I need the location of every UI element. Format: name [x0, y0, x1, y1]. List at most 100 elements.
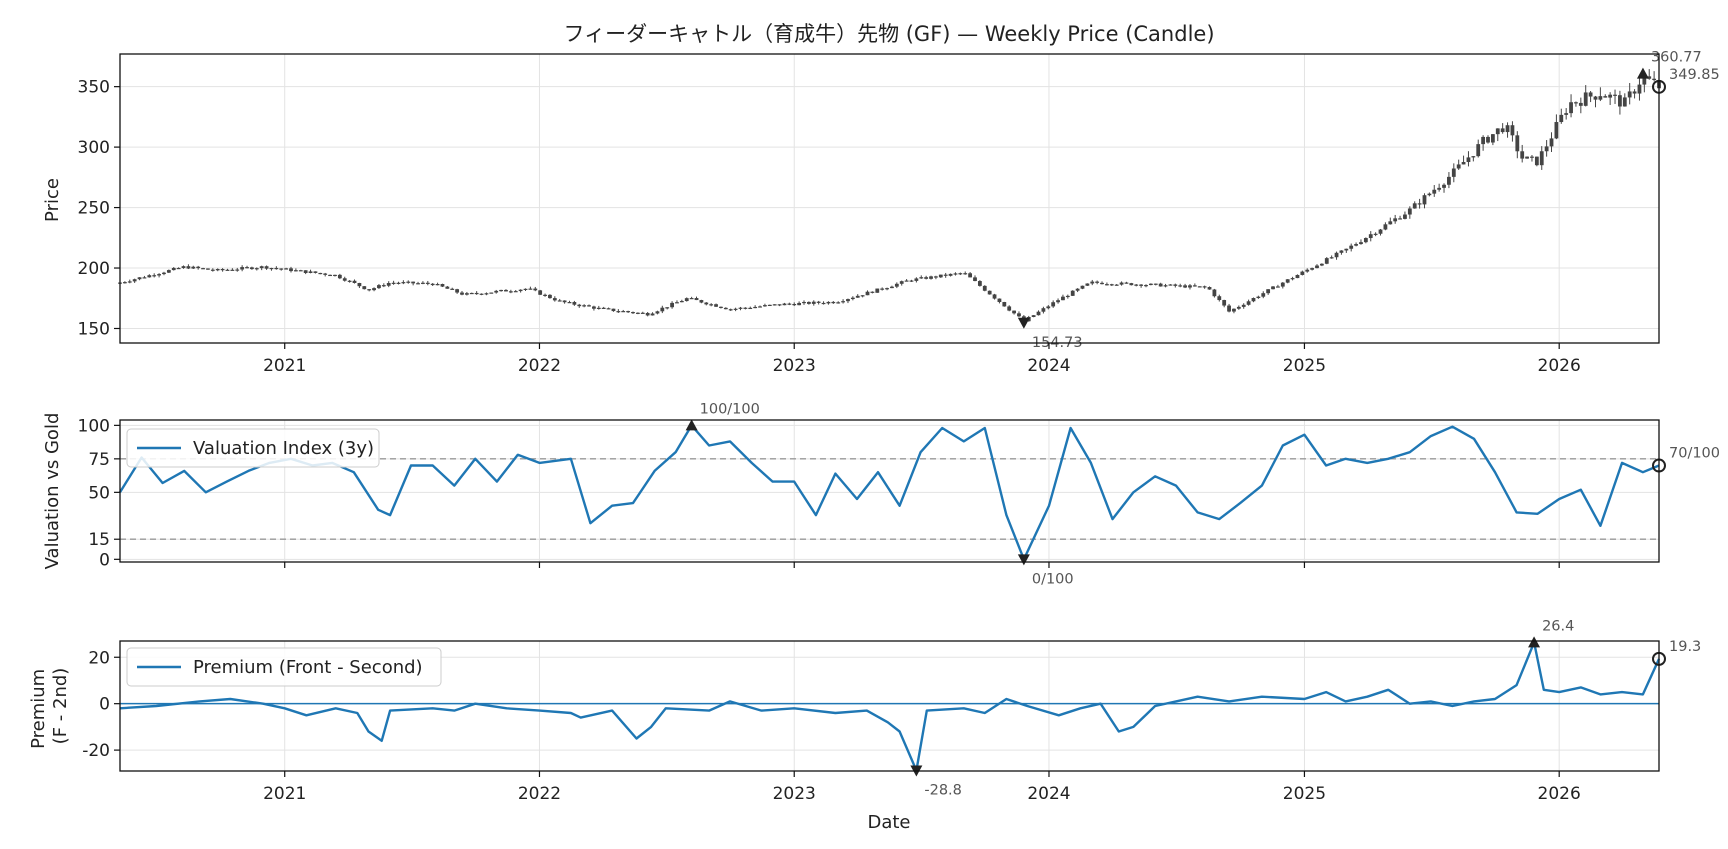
price-candle — [699, 299, 704, 304]
price-candle — [1447, 172, 1451, 189]
price-candle — [1422, 193, 1427, 209]
price-candle — [1065, 294, 1070, 299]
min-marker — [1017, 317, 1030, 329]
premium-y-label-line2: (F - 2nd) — [50, 668, 71, 745]
price-candle — [1481, 135, 1486, 151]
price-candle — [855, 294, 860, 298]
price-candle — [787, 302, 792, 306]
price-candle — [1134, 283, 1139, 287]
price-candle — [1056, 298, 1060, 304]
price-candle — [1471, 156, 1476, 162]
price-candle — [191, 265, 196, 270]
price-candle — [1261, 291, 1266, 299]
price-candle — [347, 280, 352, 283]
price-candle — [943, 272, 948, 278]
price-candle — [772, 304, 777, 306]
price-candle — [196, 265, 201, 270]
price-candle — [528, 286, 533, 290]
price-candle — [171, 267, 176, 271]
price-candle — [631, 311, 635, 315]
premium-legend: Premium (Front - Second) — [126, 647, 442, 687]
price-candle — [1549, 132, 1554, 153]
price-candle — [635, 312, 640, 315]
price-candle — [1554, 114, 1559, 140]
premium-legend-label: Premium (Front - Second) — [193, 657, 423, 678]
price-candle — [425, 280, 430, 286]
price-candle — [777, 304, 782, 307]
price-candle — [1520, 144, 1525, 163]
price-candle — [552, 296, 557, 302]
price-candle — [206, 268, 210, 270]
price-candle — [987, 290, 992, 295]
price-axes-frame — [119, 53, 1660, 344]
price-candle — [1285, 279, 1290, 284]
price-candle — [885, 287, 889, 291]
price-candle — [499, 289, 503, 292]
price-candle — [1359, 239, 1363, 245]
x-tick-label: 2025 — [1283, 356, 1326, 376]
price-candle — [152, 273, 157, 278]
price-candle — [1417, 198, 1422, 209]
price-candle — [1271, 286, 1275, 290]
price-candle — [797, 301, 802, 306]
price-candle — [1627, 83, 1632, 105]
price-candle — [1290, 276, 1295, 281]
price-candle — [1007, 305, 1012, 312]
price-candle — [1344, 248, 1349, 253]
annotation-label: 0/100 — [1032, 571, 1074, 587]
price-candle — [655, 310, 660, 315]
price-candle — [1315, 264, 1319, 269]
price-candle — [1202, 285, 1207, 289]
annotation-label: 26.4 — [1542, 618, 1574, 634]
price-candle — [313, 271, 318, 274]
price-candle — [973, 275, 977, 282]
price-candle — [357, 282, 362, 288]
valuation-y-ticks: 015 50 75 100 — [78, 416, 120, 570]
price-candle — [675, 300, 679, 304]
price-candle — [909, 279, 914, 282]
price-candle — [1129, 282, 1134, 286]
price-candle — [850, 296, 855, 301]
price-candle — [220, 268, 225, 272]
price-candle — [377, 284, 381, 289]
price-candle — [1603, 94, 1608, 98]
price-candle — [870, 291, 875, 294]
price-candle — [352, 279, 357, 284]
price-candle — [469, 292, 474, 295]
price-candle — [548, 294, 552, 299]
price-candle — [1412, 201, 1417, 209]
price-candle — [1251, 297, 1256, 303]
price-candle — [289, 266, 293, 273]
y-tick-label: 0 — [99, 695, 110, 715]
price-candle — [142, 275, 147, 279]
price-candle — [1652, 71, 1657, 82]
price-candle — [968, 272, 973, 278]
premium-x-label: Date — [867, 812, 910, 833]
annotation-label: 70/100 — [1669, 446, 1720, 462]
x-tick-label: 2024 — [1027, 356, 1070, 376]
price-candle — [592, 305, 596, 311]
price-candle — [1334, 251, 1339, 260]
x-tick-label: 2022 — [518, 356, 561, 376]
premium-axes-frame — [119, 640, 1660, 772]
price-candle — [464, 291, 469, 296]
price-candle — [508, 289, 513, 294]
price-candle — [694, 296, 699, 301]
price-candle — [1339, 250, 1344, 255]
price-candle — [1476, 139, 1481, 158]
x-tick-label: 2025 — [1283, 784, 1326, 804]
price-candle — [723, 307, 728, 310]
price-candle — [767, 304, 772, 307]
price-candle — [1393, 214, 1398, 224]
price-candle — [1310, 267, 1315, 271]
price-candle — [1613, 89, 1617, 104]
price-candle — [1305, 268, 1310, 273]
price-candle — [1329, 255, 1334, 259]
price-candle — [406, 280, 411, 284]
price-candle — [802, 300, 806, 305]
price-candle — [396, 281, 401, 285]
y-tick-label: 200 — [78, 259, 110, 279]
x-tick-label: 2021 — [263, 784, 306, 804]
price-candle — [816, 300, 821, 305]
